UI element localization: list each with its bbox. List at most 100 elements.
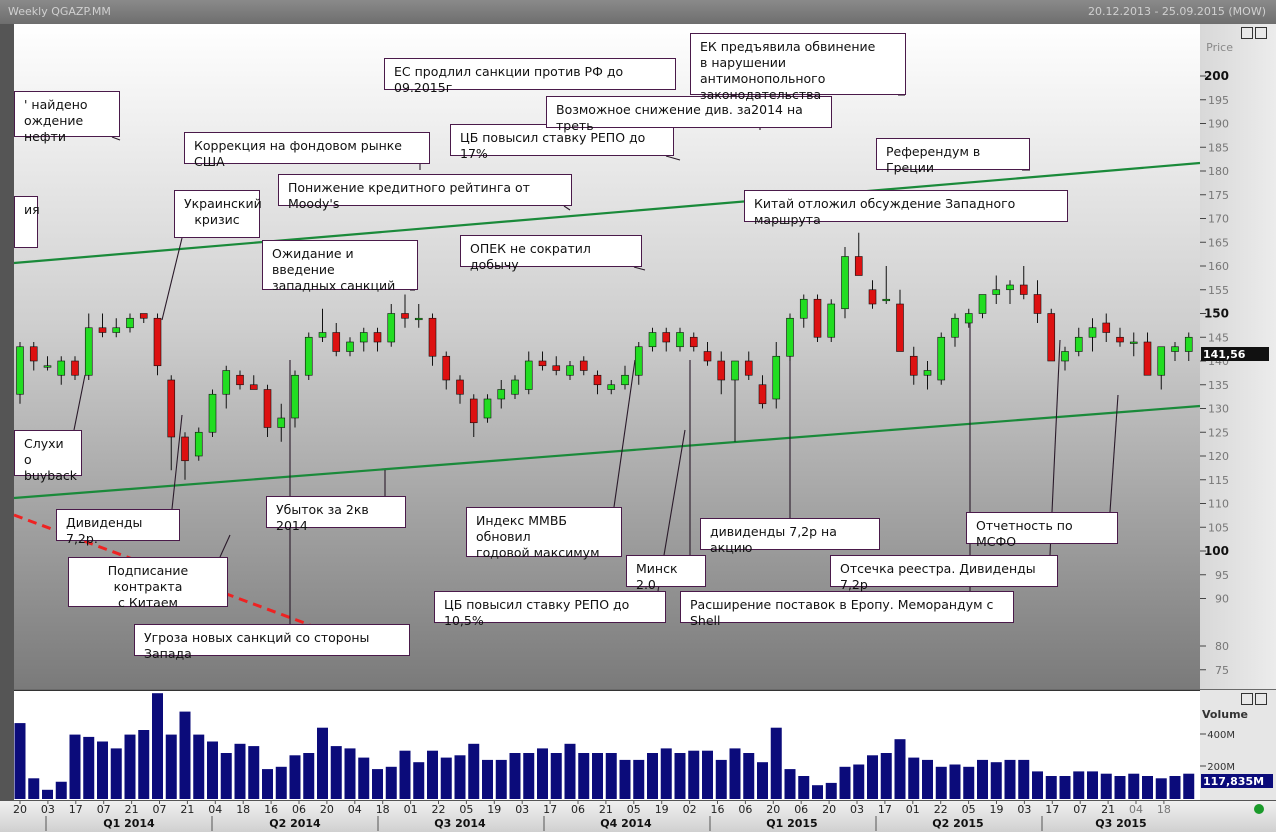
- restore-volume-panel-button[interactable]: [1241, 693, 1253, 705]
- volume-tick-label: 400M: [1207, 730, 1235, 741]
- volume-bar: [468, 743, 480, 799]
- price-tick-label: 175: [1208, 189, 1229, 202]
- volume-bar: [509, 753, 521, 799]
- annotation-shell-memorandum[interactable]: Расширение поставок в Еропу. Меморандум …: [680, 591, 1014, 628]
- date-tick-label: 03: [1017, 803, 1031, 816]
- date-tick-label: 04: [208, 803, 222, 816]
- candle-up: [923, 370, 932, 376]
- annotation-eu-sanctions-extended[interactable]: ЕС продлил санкции против РФ до 09.2015г: [384, 58, 676, 95]
- annotation-sanctions-partial[interactable]: ия: [14, 196, 40, 248]
- annotation-opec-no-cut[interactable]: ОПЕК не сократил добычу: [460, 235, 642, 272]
- quarter-label: Q2 2014: [269, 817, 321, 830]
- date-tick-label: 20: [13, 803, 27, 816]
- candle-up: [1006, 284, 1014, 291]
- annotation-oil-discovery[interactable]: ' найдено ождение нефти: [14, 91, 120, 144]
- volume-bar: [1155, 778, 1167, 799]
- candle-down: [1116, 336, 1124, 343]
- annotation-leader-line: [73, 374, 86, 431]
- annotation-china-contract[interactable]: Подписание контракта с Китаем: [68, 557, 228, 610]
- volume-bar: [757, 762, 768, 799]
- candle-down: [98, 327, 107, 333]
- annotation-new-sanctions-threat[interactable]: Угроза новых санкций со стороны Запада: [134, 624, 410, 661]
- annotation-minsk-2[interactable]: Минск 2.0: [626, 555, 706, 592]
- annotation-ukraine-crisis[interactable]: Украинский кризис: [174, 190, 262, 238]
- candle-up: [621, 374, 629, 386]
- date-tick-label: 21: [125, 803, 139, 816]
- annotation-ec-antitrust[interactable]: ЕК предъявила обвинение в нарушении анти…: [690, 33, 906, 102]
- annotation-dividends-2014[interactable]: Дивиденды 7,2р.: [56, 509, 180, 546]
- candle-up: [497, 389, 506, 400]
- candle-down: [593, 374, 602, 386]
- price-tick-label: 150: [1204, 307, 1229, 321]
- price-tick-label: 105: [1208, 521, 1229, 534]
- date-tick-label: 22: [934, 803, 948, 816]
- candle-up: [483, 398, 492, 419]
- annotation-buyback-rumors[interactable]: Слухи о buyback: [14, 430, 82, 483]
- date-tick-label: 07: [97, 803, 111, 816]
- date-tick-label: 19: [655, 803, 669, 816]
- date-tick-label: 01: [906, 803, 920, 816]
- volume-bar: [179, 711, 191, 799]
- annotation-cbr-repo-10-5[interactable]: ЦБ повысил ставку РЕПО до 10,5%: [434, 591, 666, 628]
- date-tick-label: 05: [962, 803, 976, 816]
- annotation-q2-loss[interactable]: Убыток за 2кв 2014: [266, 496, 406, 533]
- volume-bar: [317, 727, 328, 799]
- volume-bar: [798, 776, 810, 799]
- volume-bar: [234, 743, 246, 799]
- volume-bar: [55, 781, 67, 799]
- annotation-leader-line: [613, 359, 636, 508]
- volume-bar: [660, 748, 672, 799]
- price-tick-label: 95: [1215, 569, 1229, 582]
- candle-up: [208, 393, 217, 433]
- candle-up: [964, 313, 973, 324]
- annotation-micex-high[interactable]: Индекс ММВБ обновил годовой максимум: [466, 507, 622, 560]
- volume-bar: [358, 757, 370, 799]
- volume-bar: [69, 734, 81, 799]
- candle-down: [1047, 313, 1056, 362]
- annotation-moodys-downgrade[interactable]: Понижение кредитного рейтинга от Moody's: [278, 174, 572, 211]
- price-tick-label: 165: [1208, 236, 1229, 249]
- volume-bar: [42, 789, 53, 799]
- candle-up: [1074, 336, 1083, 352]
- restore-price-panel-button[interactable]: [1241, 27, 1253, 39]
- volume-bar: [1100, 773, 1112, 799]
- annotation-ifrs-report[interactable]: Отчетность по МСФО: [966, 512, 1118, 549]
- volume-bar: [825, 782, 837, 799]
- candle-up: [1157, 346, 1166, 376]
- annotation-dividends-per-share[interactable]: дивиденды 7,2р на акцию: [700, 518, 880, 555]
- candle-down: [249, 384, 258, 390]
- volume-bar: [1004, 759, 1016, 799]
- window-title: Weekly QGAZP.MM: [8, 5, 111, 18]
- time-axis[interactable]: [0, 800, 1276, 832]
- date-tick-label: 16: [264, 803, 278, 816]
- volume-bar: [262, 769, 273, 799]
- volume-bar: [1087, 771, 1098, 799]
- date-tick-label: 06: [571, 803, 585, 816]
- volume-bar: [454, 755, 466, 799]
- annotation-western-sanctions-expectation[interactable]: Ожидание и введение западных санкций: [262, 240, 418, 293]
- candle-up: [648, 332, 657, 348]
- candle-down: [868, 289, 877, 305]
- left-edge: [0, 24, 14, 831]
- candle-up: [731, 360, 739, 381]
- candle-down: [29, 346, 38, 362]
- volume-bar: [592, 753, 603, 799]
- candle-up: [1184, 336, 1193, 352]
- candle-up: [951, 317, 959, 338]
- candle-up: [57, 360, 66, 376]
- close-price-panel-button[interactable]: [1255, 27, 1267, 39]
- date-range: 20.12.2013 - 25.09.2015 (MOW): [1087, 5, 1266, 18]
- annotation-greek-referendum[interactable]: Референдум в Греции: [876, 138, 1030, 175]
- volume-bar: [220, 753, 232, 799]
- annotation-us-market-correction[interactable]: Коррекция на фондовом рынке США: [184, 132, 430, 169]
- date-tick-label: 18: [376, 803, 390, 816]
- candle-up: [992, 289, 1001, 295]
- annotation-record-date-dividends[interactable]: Отсечка реестра. Дивиденды 7,2р: [830, 555, 1058, 592]
- annotation-china-western-route[interactable]: Китай отложил обсуждение Западного маршр…: [744, 190, 1068, 227]
- annotation-dividend-cut-possibility[interactable]: Возможное снижение див. за2014 на треть: [546, 96, 832, 133]
- volume-bar: [1114, 776, 1126, 799]
- annotation-leader-line: [111, 136, 121, 141]
- close-volume-panel-button[interactable]: [1255, 693, 1267, 705]
- volume-bar: [674, 753, 686, 799]
- candle-down: [469, 398, 478, 424]
